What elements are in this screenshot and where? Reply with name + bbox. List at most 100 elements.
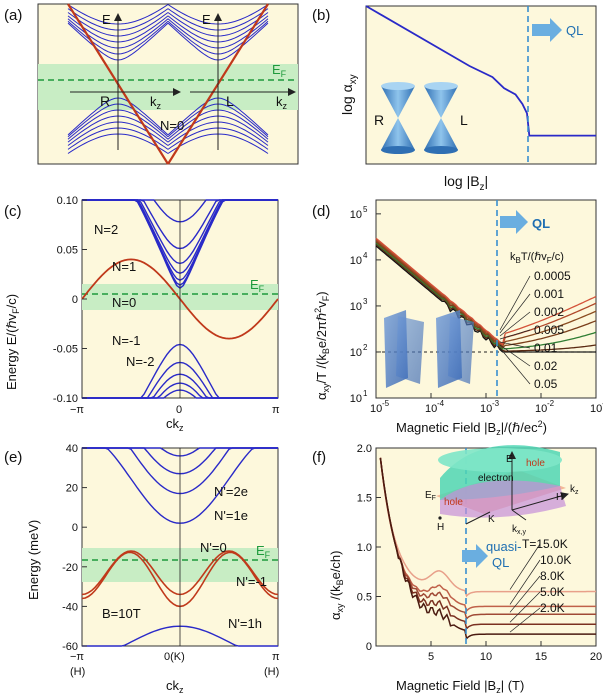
panel-d-ql-label: QL <box>532 216 550 231</box>
panel-f-ql-arrow <box>462 544 488 568</box>
panel-c-xtick-1: 0 <box>176 404 182 416</box>
panel-d-legend-leader <box>499 293 531 334</box>
panel-d-series-curve <box>375 237 597 346</box>
panel-d-xtick-exp: -3 <box>492 399 500 408</box>
panel-f-label: (f) <box>312 449 326 466</box>
panel-c-ytick-label: 0.05 <box>57 245 78 257</box>
panel-d-xlabel: Magnetic Field |Bz|/(ℏ/ec2) <box>396 419 547 437</box>
panel-f-temp-curve <box>379 457 596 631</box>
panel-a-kz-label-l: kz <box>276 94 288 111</box>
panel-e-xsubtick-0: (H) <box>70 666 85 678</box>
panel-d-xtick-label: 10 <box>425 403 437 415</box>
panel-e-xsubtick-1: (H) <box>264 666 279 678</box>
panel-b-ylabel: log αxy <box>339 74 359 115</box>
panel-e-b-label: B=10T <box>102 606 141 621</box>
panel-b-r-label: R <box>374 112 384 128</box>
panel-f-temp-curve <box>379 457 596 613</box>
panel-a-l-label: L <box>226 93 234 109</box>
panel-e-ytick-label: -20 <box>62 562 78 574</box>
panel-d-ytick-label: 10 <box>350 393 362 405</box>
panel-e: (e) 40 20 0 -20 -40 -60 −π 0(K) π (H) (H) ckz… <box>4 443 280 695</box>
panel-f-temp-legend: T=15.0K 10.0K 8.0K 5.0K 2.0K <box>509 537 571 633</box>
panel-f-inset-hole1: hole <box>526 458 545 469</box>
panel-f-legend-temp: 10.0K <box>540 553 571 567</box>
panel-d-ytick-exp: 5 <box>363 205 368 214</box>
panel-c-ylabel: Energy E/(ℏvF/c) <box>4 294 21 390</box>
panel-d-legend-leader <box>499 275 531 331</box>
panel-d-legend-value: 0.05 <box>534 377 558 391</box>
panel-f-ytick-label: 1.5 <box>357 493 372 505</box>
panel-a-n0-label: N=0 <box>160 118 184 133</box>
panel-d-xtick-exp: -5 <box>382 399 390 408</box>
panel-f-xtick-label: 15 <box>535 651 547 663</box>
panel-f: (f) quasi- QL E electron hole hole EF H … <box>312 443 602 695</box>
panel-d-xticks: 10-510-410-310-210-1 <box>370 393 603 415</box>
panel-a-ef-label: EF <box>272 62 287 79</box>
panel-c-ytick-label: -0.05 <box>53 344 78 356</box>
panel-d-series-curve <box>375 243 597 352</box>
panel-c-label: (c) <box>4 203 22 220</box>
panel-e-ylabel: Energy (meV) <box>26 520 41 600</box>
panel-d-series-curve <box>375 245 596 353</box>
panel-c-xtick-2: π <box>272 404 280 416</box>
panel-d-legend-value: 0.005 <box>534 323 564 337</box>
panel-f-inset <box>436 445 569 525</box>
panel-b-ql-arrow <box>532 18 562 42</box>
panel-e-level-2e: N'=2e <box>214 484 248 499</box>
panel-d-legend-leader <box>499 347 531 385</box>
panel-c-yticks: 0.10 0.05 0 -0.05 -0.10 <box>53 195 87 405</box>
panel-d-fermi-sheets <box>384 310 474 388</box>
panel-c-level-nm1: N=-1 <box>112 333 141 348</box>
panel-f-xtick-label: 10 <box>480 651 492 663</box>
panel-f-temp-curve <box>379 457 596 598</box>
panel-c-level-n1: N=1 <box>112 259 136 274</box>
panel-d-legend-leader <box>499 341 531 349</box>
panel-a-e-label-l: E <box>202 12 211 27</box>
panel-a-e-label-r: E <box>102 12 111 27</box>
panel-f-legend-leader <box>509 543 541 590</box>
panel-f-ql-line1: quasi- <box>486 539 521 554</box>
panel-b-ql-label: QL <box>566 23 583 38</box>
panel-d-series-curve <box>375 242 597 350</box>
panel-f-xlabel: Magnetic Field |Bz| (T) <box>396 678 524 695</box>
panel-d-ytick-exp: 3 <box>363 297 368 306</box>
panel-c-ytick-label: 0 <box>72 294 78 306</box>
panel-c-ytick-label: -0.10 <box>53 393 78 405</box>
panel-e-level-1h: N'=1h <box>228 616 262 631</box>
panel-b: (b) QL R L log αxy log |Bz| <box>312 5 597 193</box>
panel-e-ytick-label: 20 <box>66 483 78 495</box>
panel-a-kz-label-r: kz <box>150 94 162 111</box>
panel-f-ytick-label: 0.5 <box>357 592 372 604</box>
panel-c-level-n2: N=2 <box>94 222 118 237</box>
panel-c-ef-label: EF <box>250 277 265 294</box>
panel-e-xtick-1: 0(K) <box>164 651 185 663</box>
panel-f-ytick-label: 1.0 <box>357 542 372 554</box>
panel-f-legend-leader <box>509 591 541 623</box>
panel-d-ytick-exp: 2 <box>363 343 368 352</box>
panel-d-ytick-label: 10 <box>350 347 362 359</box>
panel-b-label: (b) <box>312 7 330 24</box>
panel-a-r-label: R <box>100 93 110 109</box>
panel-f-temp-curve <box>379 457 596 640</box>
panel-f-xticks: 5 10 15 20 <box>428 641 602 663</box>
panel-f-inset-kxy: kx,y <box>512 524 526 536</box>
panel-f-temp-curve <box>379 457 596 621</box>
panel-d-ytick-label: 10 <box>350 209 362 221</box>
panel-d-xtick-label: 10 <box>370 403 382 415</box>
panel-d-legend-value: 0.01 <box>534 341 558 355</box>
panel-b-cone-l <box>424 82 458 154</box>
panel-e-ytick-label: -60 <box>62 641 78 653</box>
panel-c: (c) 0.10 0.05 0 -0.05 -0.10 −π 0 π ckz Energ… <box>4 195 280 433</box>
panel-e-yticks: 40 20 0 -20 -40 -60 <box>62 443 87 653</box>
panel-f-yticks: 2.0 1.5 1.0 0.5 0 <box>357 443 381 653</box>
panel-d-legend-value: 0.0005 <box>534 269 571 283</box>
panel-f-curves <box>379 457 596 640</box>
panel-b-cone-r <box>381 82 415 154</box>
panel-f-inset-k: K <box>488 514 495 525</box>
panel-f-inset-h1: H <box>437 522 444 533</box>
panel-c-xtick-0: −π <box>70 404 84 416</box>
panel-f-inset-electron: electron <box>478 473 514 484</box>
panel-d-ytick-exp: 4 <box>363 251 368 260</box>
panel-d-legend-value: 0.02 <box>534 359 558 373</box>
